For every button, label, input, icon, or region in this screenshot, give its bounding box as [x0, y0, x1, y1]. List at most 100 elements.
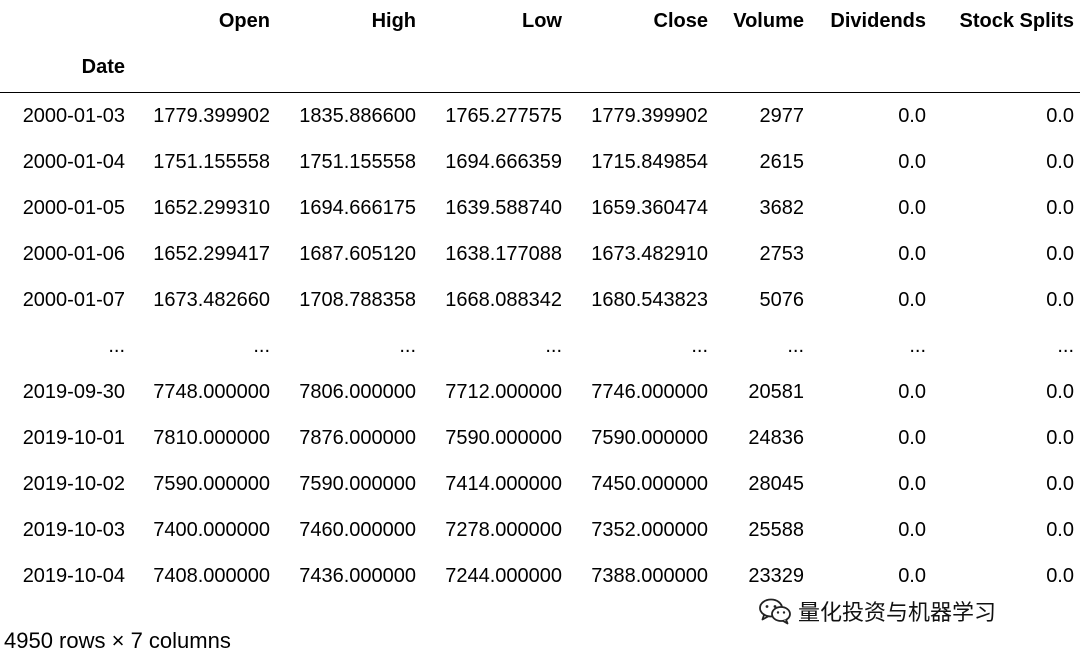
cell-open: 7810.000000 [153, 426, 270, 449]
cell-low: 7590.000000 [445, 426, 562, 449]
cell-stock-splits: 0.0 [1046, 104, 1074, 127]
cell-volume: 20581 [748, 380, 804, 403]
wechat-icon [758, 597, 792, 625]
cell-volume: 25588 [748, 518, 804, 541]
cell-high: ... [399, 334, 416, 357]
cell-dividends: 0.0 [898, 564, 926, 587]
table-row: ........................ [0, 323, 1080, 369]
cell-dividends: 0.0 [898, 288, 926, 311]
cell-low: ... [545, 334, 562, 357]
dataframe-table: Open High Low Close Volume Dividends Sto… [0, 0, 1080, 600]
cell-low: 7712.000000 [445, 380, 562, 403]
table-row: 2019-09-30 7748.000000 7806.000000 7712.000… [0, 369, 1080, 415]
cell-close: 1659.360474 [591, 196, 708, 219]
cell-volume: 2977 [759, 104, 805, 127]
cell-low: 1668.088342 [445, 288, 562, 311]
cell-open: 1751.155558 [153, 150, 270, 173]
watermark-text: 量化投资与机器学习 [798, 600, 997, 625]
cell-stock-splits: 0.0 [1046, 518, 1074, 541]
index-header-row: Date [0, 42, 1080, 92]
cell-close: ... [691, 334, 708, 357]
cell-low: 1639.588740 [445, 196, 562, 219]
cell-stock-splits: 0.0 [1046, 472, 1074, 495]
cell-high: 7460.000000 [299, 518, 416, 541]
cell-low: 7244.000000 [445, 564, 562, 587]
row-index-date: 2000-01-03 [22, 104, 125, 127]
column-header-open: Open [218, 9, 270, 32]
table-row: 2000-01-06 1652.299417 1687.605120 1638.177… [0, 231, 1080, 277]
cell-low: 7414.000000 [445, 472, 562, 495]
cell-open: ... [253, 334, 270, 357]
row-index-date: 2000-01-04 [22, 150, 125, 173]
watermark: 量化投资与机器学习 [758, 596, 996, 626]
cell-dividends: 0.0 [898, 242, 926, 265]
cell-close: 1779.399902 [591, 104, 708, 127]
column-header-low: Low [522, 9, 562, 32]
cell-stock-splits: 0.0 [1046, 242, 1074, 265]
cell-dividends: ... [909, 334, 926, 357]
cell-dividends: 0.0 [898, 150, 926, 173]
cell-high: 7436.000000 [299, 564, 416, 587]
cell-high: 7876.000000 [299, 426, 416, 449]
cell-open: 1652.299417 [153, 242, 270, 265]
cell-high: 1687.605120 [299, 242, 416, 265]
cell-stock-splits: ... [1057, 334, 1074, 357]
cell-dividends: 0.0 [898, 380, 926, 403]
cell-high: 7806.000000 [299, 380, 416, 403]
header-blank [0, 0, 131, 42]
table-body: 2000-01-03 1779.399902 1835.886600 1765.277… [0, 93, 1080, 600]
cell-open: 7590.000000 [153, 472, 270, 495]
column-header-volume: Volume [733, 9, 804, 32]
row-index-date: 2019-10-03 [22, 518, 125, 541]
cell-close: 7388.000000 [591, 564, 708, 587]
cell-volume: 24836 [748, 426, 804, 449]
column-header-dividends: Dividends [830, 9, 926, 32]
row-index-date: 2019-10-04 [22, 564, 125, 587]
cell-dividends: 0.0 [898, 104, 926, 127]
table-row: 2000-01-05 1652.299310 1694.666175 1639.588… [0, 185, 1080, 231]
cell-close: 7352.000000 [591, 518, 708, 541]
row-index-date: 2019-10-01 [22, 426, 125, 449]
cell-low: 1694.666359 [445, 150, 562, 173]
row-index-date: 2000-01-07 [22, 288, 125, 311]
cell-dividends: 0.0 [898, 472, 926, 495]
cell-stock-splits: 0.0 [1046, 426, 1074, 449]
cell-open: 7748.000000 [153, 380, 270, 403]
table-row: 2019-10-03 7400.000000 7460.000000 7278.000… [0, 507, 1080, 553]
cell-volume: ... [787, 334, 804, 357]
index-header-date: Date [81, 55, 125, 78]
table-row: 2000-01-07 1673.482660 1708.788358 1668.088… [0, 277, 1080, 323]
table-row: 2000-01-03 1779.399902 1835.886600 1765.277… [0, 93, 1080, 140]
cell-open: 7400.000000 [153, 518, 270, 541]
cell-high: 1751.155558 [299, 150, 416, 173]
cell-high: 1708.788358 [299, 288, 416, 311]
row-index-date: 2000-01-05 [22, 196, 125, 219]
column-header-stock-splits: Stock Splits [959, 9, 1074, 32]
column-header-high: High [371, 9, 416, 32]
table-row: 2000-01-04 1751.155558 1751.155558 1694.666… [0, 139, 1080, 185]
row-index-date: 2000-01-06 [22, 242, 125, 265]
column-header-row: Open High Low Close Volume Dividends Sto… [0, 0, 1080, 42]
table-shape-caption: 4950 rows × 7 columns [4, 628, 231, 653]
cell-volume: 3682 [759, 196, 805, 219]
column-header-close: Close [653, 9, 708, 32]
cell-stock-splits: 0.0 [1046, 288, 1074, 311]
cell-stock-splits: 0.0 [1046, 196, 1074, 219]
cell-volume: 5076 [759, 288, 805, 311]
cell-dividends: 0.0 [898, 196, 926, 219]
cell-dividends: 0.0 [898, 518, 926, 541]
cell-stock-splits: 0.0 [1046, 564, 1074, 587]
cell-stock-splits: 0.0 [1046, 150, 1074, 173]
cell-open: 1779.399902 [153, 104, 270, 127]
cell-close: 7746.000000 [591, 380, 708, 403]
cell-low: 1765.277575 [445, 104, 562, 127]
cell-volume: 2753 [759, 242, 805, 265]
cell-volume: 23329 [748, 564, 804, 587]
cell-open: 1652.299310 [153, 196, 270, 219]
cell-volume: 2615 [759, 150, 805, 173]
cell-close: 1680.543823 [591, 288, 708, 311]
row-index-date: 2019-09-30 [22, 380, 125, 403]
cell-open: 7408.000000 [153, 564, 270, 587]
cell-close: 1715.849854 [591, 150, 708, 173]
row-index-date: ... [108, 334, 125, 357]
